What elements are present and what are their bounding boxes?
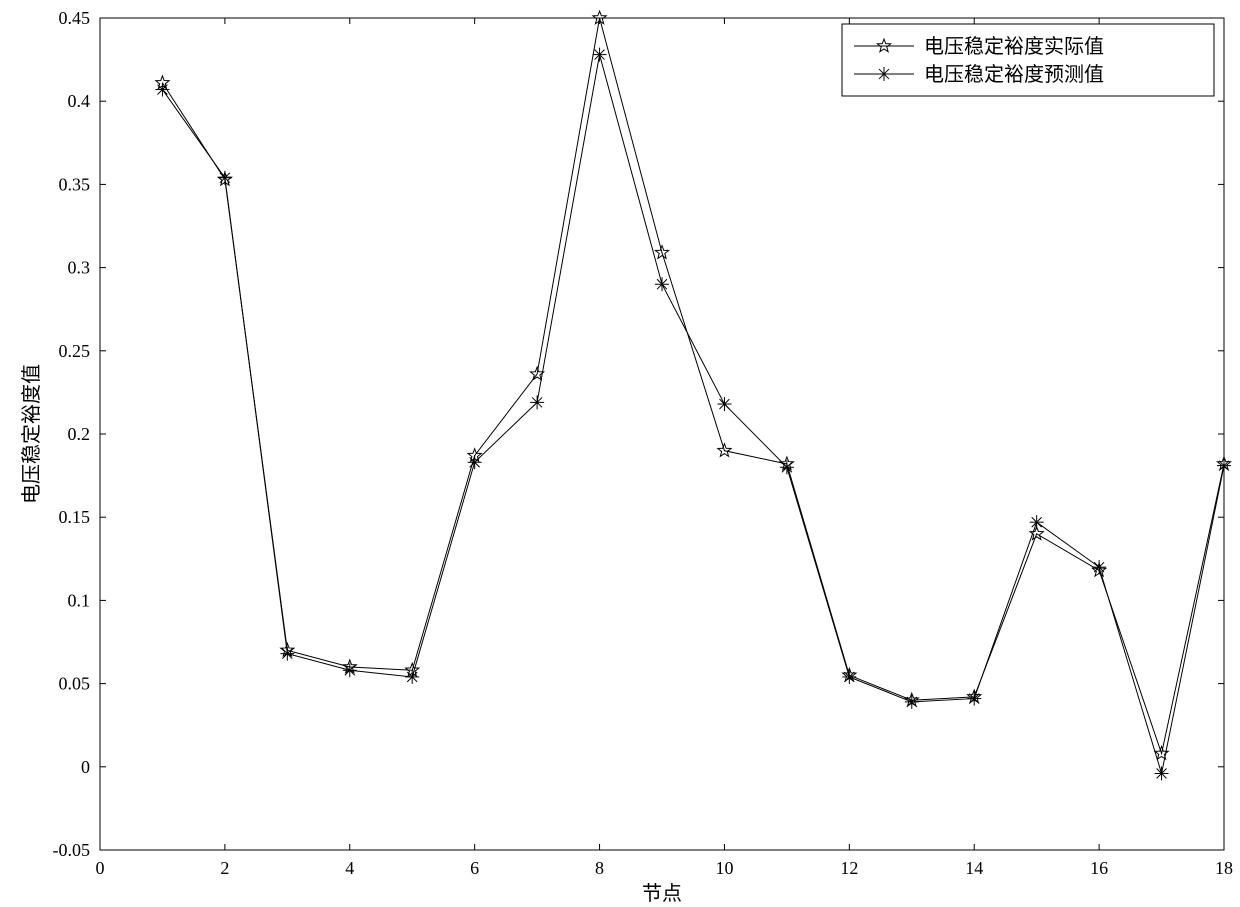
svg-text:0.3: 0.3 [68,258,91,278]
svg-text:0.05: 0.05 [59,674,91,694]
y-axis-label: 电压稳定裕度值 [20,364,43,504]
svg-text:8: 8 [595,858,604,878]
svg-text:0: 0 [81,757,90,777]
svg-text:0: 0 [96,858,105,878]
svg-text:16: 16 [1090,858,1108,878]
svg-text:2: 2 [220,858,229,878]
svg-text:-0.05: -0.05 [53,840,91,860]
svg-text:0.45: 0.45 [59,8,91,28]
svg-text:0.1: 0.1 [68,590,91,610]
svg-text:14: 14 [965,858,983,878]
svg-text:4: 4 [345,858,354,878]
svg-text:10: 10 [715,858,733,878]
x-axis-label: 节点 [642,882,682,905]
line-chart: 024681012141618节点-0.0500.050.10.150.20.2… [0,0,1240,907]
svg-text:0.15: 0.15 [59,507,91,527]
legend-label-0: 电压稳定裕度实际值 [924,35,1104,58]
svg-text:18: 18 [1215,858,1233,878]
legend: 电压稳定裕度实际值电压稳定裕度预测值 [842,24,1214,96]
svg-text:0.2: 0.2 [68,424,91,444]
svg-text:0.4: 0.4 [68,91,91,111]
legend-label-1: 电压稳定裕度预测值 [924,63,1104,86]
chart-container: 024681012141618节点-0.0500.050.10.150.20.2… [0,0,1240,907]
svg-text:6: 6 [470,858,479,878]
svg-text:12: 12 [840,858,858,878]
svg-text:0.25: 0.25 [59,341,91,361]
svg-text:0.35: 0.35 [59,174,91,194]
